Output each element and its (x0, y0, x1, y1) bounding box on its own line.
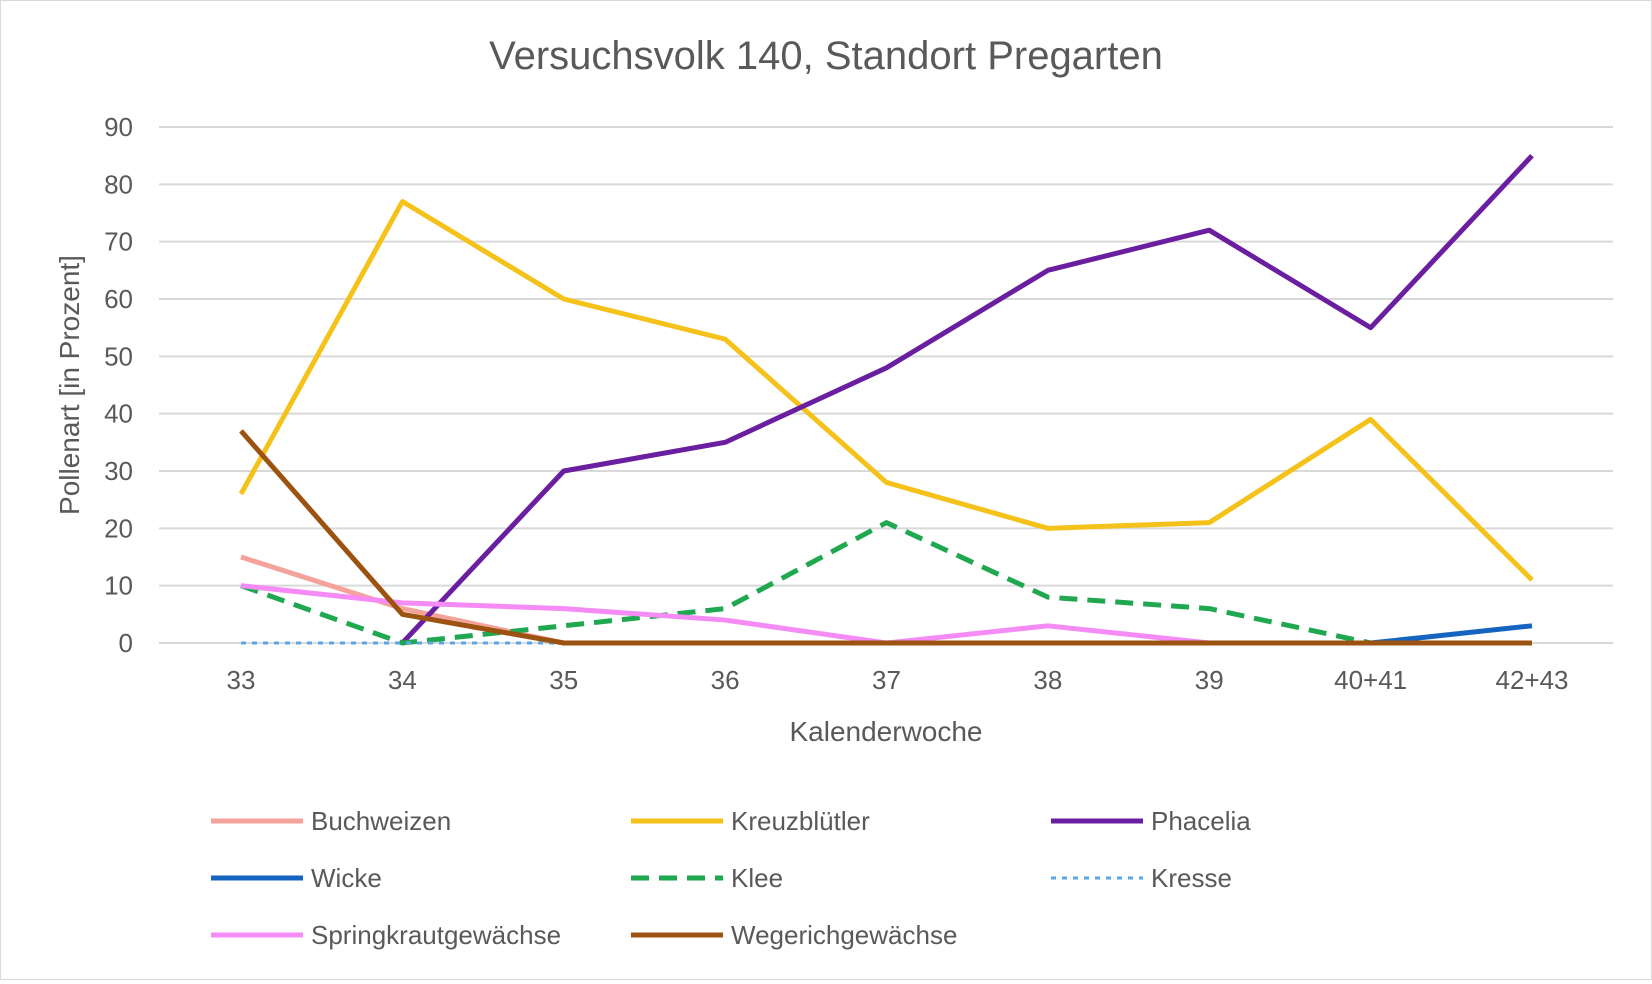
y-tick-label: 0 (119, 628, 133, 658)
legend-item: Klee (631, 863, 783, 893)
legend-item: Wicke (211, 863, 382, 893)
legend-label: Wegerichgewächse (731, 920, 957, 950)
x-tick-label: 35 (549, 665, 578, 695)
x-tick-label: 34 (388, 665, 417, 695)
y-tick-label: 50 (104, 341, 133, 371)
series-line-klee (240, 520, 1372, 646)
legend-item: Phacelia (1051, 806, 1251, 836)
legend-label: Springkrautgewächse (311, 920, 561, 950)
y-tick-label: 80 (104, 169, 133, 199)
y-tick-label: 40 (104, 399, 133, 429)
legend: Buchweizen Kreuzblütler Phacelia Wicke Klee K… (211, 806, 1251, 950)
legend-label: Buchweizen (311, 806, 451, 836)
series-line-phacelia (400, 153, 1534, 645)
legend-item: Wegerichgewächse (631, 920, 957, 950)
y-tick-labels: 0 10 20 30 40 50 60 70 80 90 (104, 112, 133, 658)
legend-item: Kreuzblütler (631, 806, 870, 836)
y-tick-label: 30 (104, 456, 133, 486)
series-line-wegerichgewächse (239, 429, 1532, 646)
gridlines (159, 126, 1613, 644)
legend-label: Wicke (311, 863, 382, 893)
x-tick-label: 38 (1033, 665, 1062, 695)
x-tick-labels: 33 34 35 36 37 38 39 40+41 42+43 (227, 665, 1569, 695)
x-tick-label: 33 (227, 665, 256, 695)
series-line-kreuzblütler (238, 199, 1534, 582)
series-lines (238, 153, 1534, 646)
x-tick-label: 39 (1195, 665, 1224, 695)
y-axis-label: Pollenart [in Prozent] (54, 255, 85, 515)
x-tick-label: 37 (872, 665, 901, 695)
chart-title: Versuchsvolk 140, Standort Pregarten (489, 34, 1163, 78)
series-line-wicke (1370, 623, 1533, 646)
y-tick-label: 60 (104, 284, 133, 314)
x-axis-label: Kalenderwoche (789, 716, 982, 747)
series-line-buchweizen (240, 554, 1532, 646)
x-tick-label: 40+41 (1334, 665, 1407, 695)
x-tick-label: 42+43 (1495, 665, 1568, 695)
legend-label: Phacelia (1151, 806, 1251, 836)
x-tick-label: 36 (711, 665, 740, 695)
legend-item: Springkrautgewächse (211, 920, 561, 950)
y-tick-label: 70 (104, 227, 133, 257)
y-tick-label: 20 (104, 513, 133, 543)
legend-label: Klee (731, 863, 783, 893)
legend-item: Buchweizen (211, 806, 451, 836)
y-tick-label: 90 (104, 112, 133, 142)
legend-label: Kresse (1151, 863, 1232, 893)
y-tick-label: 10 (104, 571, 133, 601)
legend-label: Kreuzblütler (731, 806, 870, 836)
series-line-springkrautgewächse (240, 583, 1210, 646)
legend-item: Kresse (1051, 863, 1232, 893)
